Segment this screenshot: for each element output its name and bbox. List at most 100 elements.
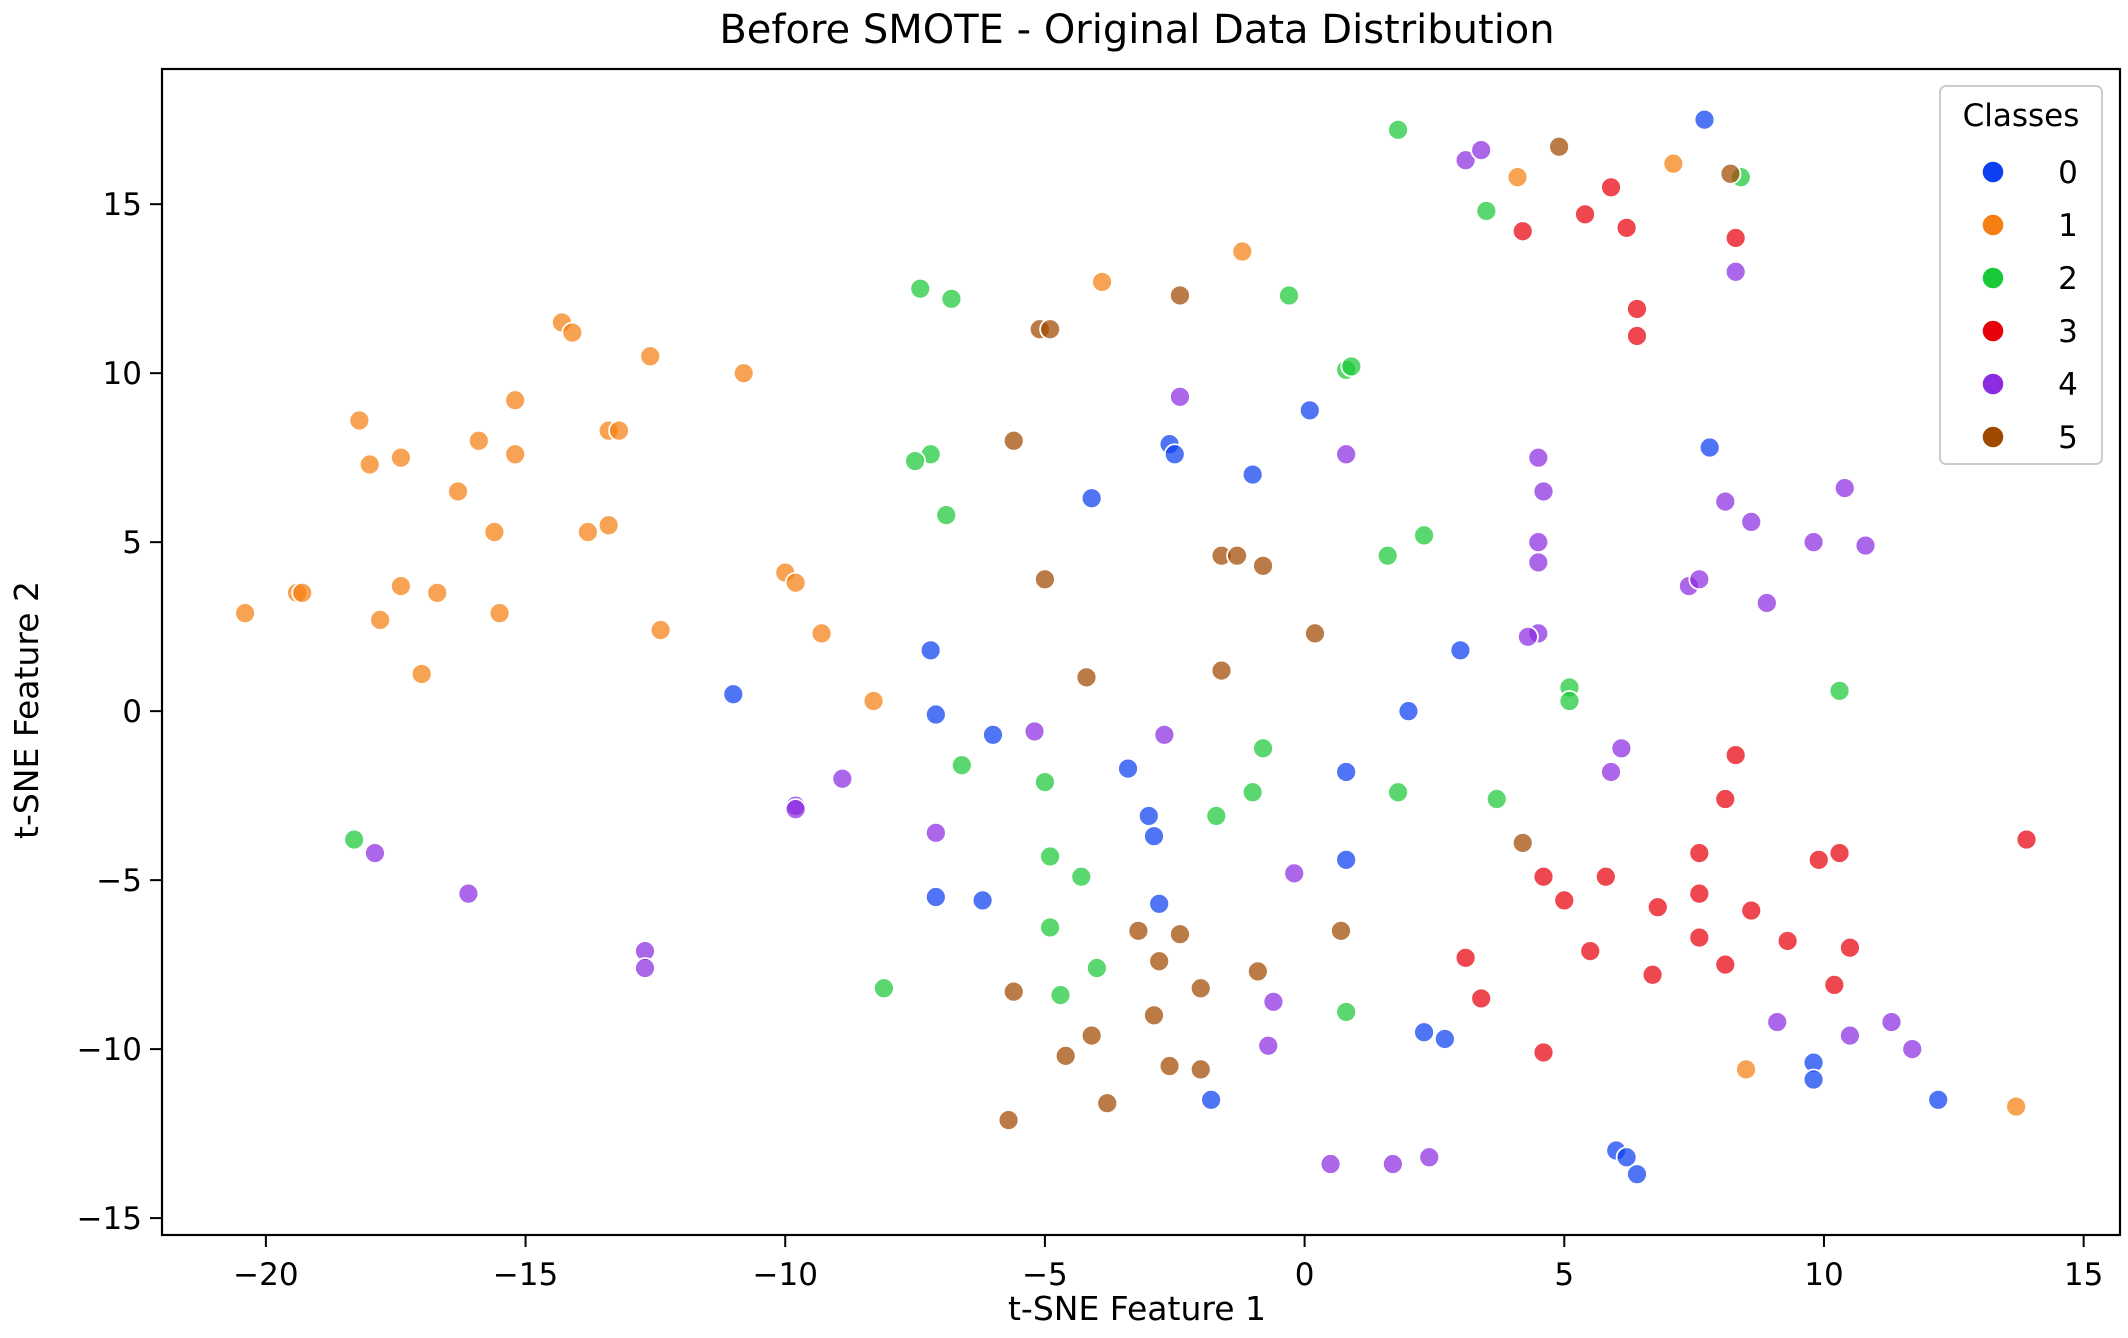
scatter-point-class-5 [1034,568,1056,591]
scatter-point-class-1 [369,608,392,631]
y-tick-label: 5 [122,525,142,561]
scatter-point-class-5 [1054,1044,1077,1067]
scatter-point-class-0 [924,886,947,908]
scatter-point-class-1 [410,663,433,685]
scatter-point-class-2 [1485,788,1508,810]
scatter-point-class-1 [467,429,490,452]
x-tick-label: −10 [753,1257,818,1293]
scatter-point-class-1 [784,571,807,594]
scatter-point-class-5 [1246,960,1269,983]
scatter-point-class-4 [1766,1011,1789,1033]
scatter-point-class-4 [1527,531,1550,554]
scatter-point-class-1 [732,362,755,385]
scatter-point-class-0 [1615,1146,1638,1169]
scatter-point-class-3 [1823,974,1846,996]
scatter-point-class-3 [1688,842,1711,864]
x-tick-label: −20 [233,1257,298,1293]
scatter-point-class-0 [1927,1088,1950,1111]
scatter-point-class-4 [1319,1153,1342,1175]
scatter-point-class-0 [1335,848,1358,871]
scatter-point-class-0 [1080,487,1103,510]
scatter-point-class-2 [909,277,932,300]
scatter-point-class-1 [576,521,599,543]
legend-label-class-3: 3 [2058,314,2078,350]
scatter-point-class-5 [1189,1058,1212,1081]
scatter-point-class-0 [1163,443,1186,466]
scatter-point-class-5 [1189,977,1212,1000]
x-axis-title: t-SNE Feature 1 [1008,1289,1266,1328]
scatter-point-class-3 [1574,203,1596,226]
scatter-point-class-3 [1532,1041,1555,1064]
scatter-point-class-1 [483,521,506,543]
scatter-point-class-4 [1169,385,1191,408]
scatter-point-class-1 [649,619,672,641]
legend-title: Classes [1963,98,2080,134]
scatter-point-class-3 [1724,227,1747,249]
scatter-point-class-4 [1839,1024,1861,1047]
scatter-point-class-1 [1091,271,1113,293]
scatter-point-class-1 [504,389,527,412]
scatter-point-class-5 [1210,659,1233,682]
scatter-point-class-4 [1688,568,1711,591]
scatter-point-class-4 [1454,149,1477,172]
y-tick-label: 0 [122,694,142,730]
scatter-point-class-4 [1153,723,1176,746]
scatter-point-class-3 [1626,325,1648,347]
scatter-point-class-4 [1610,737,1633,760]
scatter-point-class-3 [1553,889,1576,912]
scatter-point-class-1 [639,345,662,368]
scatter-point-class-0 [1626,1163,1648,1186]
scatter-point-class-4 [1257,1034,1280,1057]
scatter-point-class-3 [1594,865,1617,888]
x-axis-ticks: −20 −15 −10 −5 0 5 10 15 [233,1235,2103,1293]
y-tick-label: 15 [103,187,142,223]
scatter-point-class-0 [1693,108,1716,131]
scatter-point-class-0 [1143,825,1165,848]
scatter-point-class-2 [1205,805,1228,827]
scatter-point-class-4 [634,957,656,979]
x-tick-label: 10 [1804,1257,1843,1293]
scatter-point-class-0 [982,723,1004,746]
scatter-point-class-3 [1714,788,1737,810]
scatter-point-class-2 [1558,690,1581,712]
scatter-point-class-3 [1839,936,1861,959]
scatter-point-class-2 [873,977,895,1000]
scatter-point-class-0 [1698,436,1721,459]
scatter-point-class-1 [810,622,833,645]
scatter-point-class-3 [1615,216,1638,239]
legend-label-class-5: 5 [2058,420,2078,456]
scatter-point-class-5 [1304,622,1326,645]
scatter-point-class-3 [1688,882,1711,905]
legend-label-class-1: 1 [2058,208,2078,244]
scatter-point-class-0 [1449,639,1472,662]
scatter-point-class-4 [1527,446,1550,469]
y-tick-label: −10 [77,1032,142,1068]
scatter-point-class-5 [1148,950,1171,973]
scatter-point-class-4 [1418,1146,1441,1169]
scatter-point-class-2 [1278,284,1300,307]
scatter-point-class-1 [1735,1058,1757,1081]
x-tick-label: −5 [1022,1257,1068,1293]
scatter-point-class-1 [390,446,412,469]
scatter-point-class-2 [904,450,926,472]
scatter-point-class-4 [924,821,947,844]
scatter-point-class-2 [1387,781,1409,804]
scatter-point-class-2 [1039,845,1062,868]
scatter-point-class-0 [971,889,994,912]
scatter-point-class-3 [2015,828,2038,851]
scatter-point-class-5 [1252,554,1274,577]
scatter-point-class-0 [1433,1028,1456,1050]
scatter-point-class-0 [919,639,942,662]
y-axis-ticks: −15 −10 −5 0 5 10 15 [77,187,162,1237]
legend-marker-class-2 [1981,266,2005,290]
scatter-point-class-5 [1511,832,1534,854]
y-tick-label: −15 [77,1201,142,1237]
scatter-point-class-1 [447,480,469,503]
scatter-point-class-4 [457,882,480,905]
scatter-point-class-1 [291,581,314,604]
scatter-point-class-1 [1662,152,1685,175]
scatter-point-class-4 [1532,480,1555,503]
scatter-point-class-3 [1511,220,1534,243]
scatter-point-class-1 [608,419,630,442]
scatter-point-class-3 [1579,940,1602,963]
